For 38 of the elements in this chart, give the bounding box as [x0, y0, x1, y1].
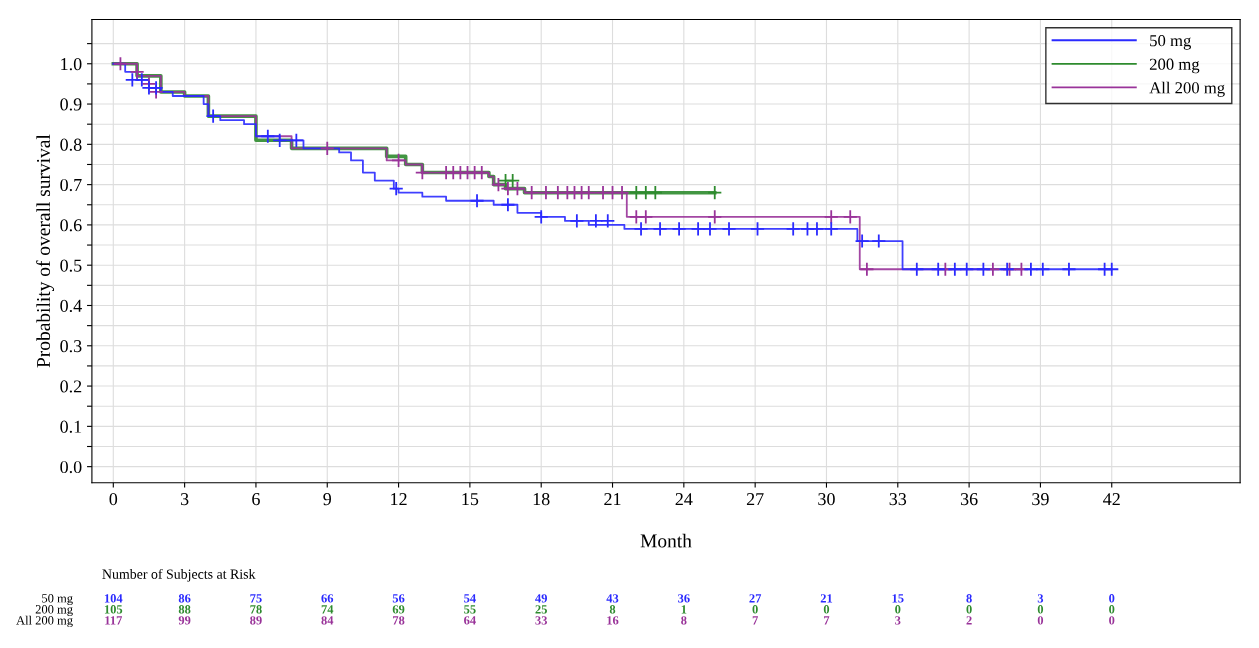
text: All 200 mg — [16, 615, 73, 628]
y-tick-label: 0.3 — [60, 340, 82, 353]
text: 105 88 78 74 69 55 25 8 1 0 0 0 0 0 0 — [104, 605, 1115, 614]
x-tick-label: 6 — [252, 493, 260, 506]
y-tick-label: 0.8 — [60, 138, 82, 151]
x-axis-title: Month — [640, 533, 692, 548]
x-tick-label: 12 — [391, 493, 407, 506]
x-tick-label: 36 — [960, 493, 978, 506]
legend-label: 200 mg — [1149, 58, 1200, 74]
y-tick-label: 0.6 — [60, 219, 82, 232]
x-tick-label: 27 — [746, 493, 764, 506]
legend-label: All 200 mg — [1149, 81, 1225, 97]
y-tick-label: 0.2 — [60, 380, 82, 393]
y-tick-label: 0.7 — [60, 178, 82, 192]
x-tick-label: 0 — [109, 493, 118, 506]
y-tick-label: 0.1 — [60, 420, 82, 433]
x-tick-label: 33 — [889, 493, 907, 506]
y-tick-label: 1.0 — [61, 58, 82, 71]
text: Number of Subjects at Risk — [102, 568, 256, 582]
y-tick-label: 0.0 — [60, 460, 82, 474]
text: 104 86 75 66 56 54 49 43 36 27 21 15 8 3 0 — [104, 594, 1115, 603]
x-tick-label: 9 — [323, 493, 332, 506]
legend-label: 50 mg — [1150, 35, 1191, 50]
x-tick-label: 39 — [1032, 493, 1049, 506]
y-tick-label: 0.4 — [60, 299, 82, 313]
text: 117 99 89 84 78 64 33 16 8 7 7 3 2 0 0 — [105, 616, 1115, 625]
x-tick-label: 42 — [1103, 493, 1120, 506]
text: 50 mg — [42, 594, 73, 606]
x-tick-label: 24 — [675, 493, 693, 506]
text: 200 mg — [35, 605, 73, 617]
x-tick-label: 21 — [604, 493, 621, 506]
x-tick-label: 30 — [818, 493, 835, 506]
x-tick-label: 3 — [180, 493, 189, 506]
y-tick-label: 0.5 — [60, 259, 82, 272]
y-tick-label: 0.9 — [60, 98, 82, 111]
y-axis-title: Probability of overall survival — [36, 134, 55, 368]
x-tick-label: 18 — [533, 493, 550, 506]
x-tick-label: 15 — [462, 493, 479, 506]
